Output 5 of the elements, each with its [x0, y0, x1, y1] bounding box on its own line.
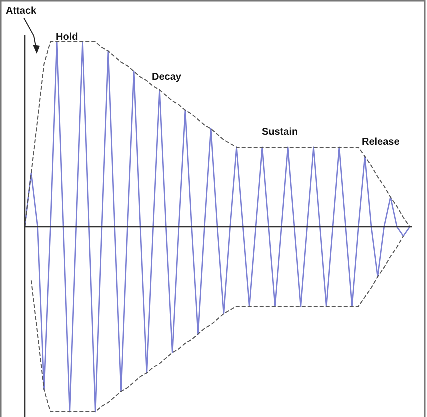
- annotation: Release: [362, 137, 400, 148]
- annotation: Sustain: [262, 127, 298, 138]
- annotation: Hold: [56, 32, 78, 43]
- annotation: Decay: [152, 72, 182, 83]
- text: Attack: [6, 6, 38, 17]
